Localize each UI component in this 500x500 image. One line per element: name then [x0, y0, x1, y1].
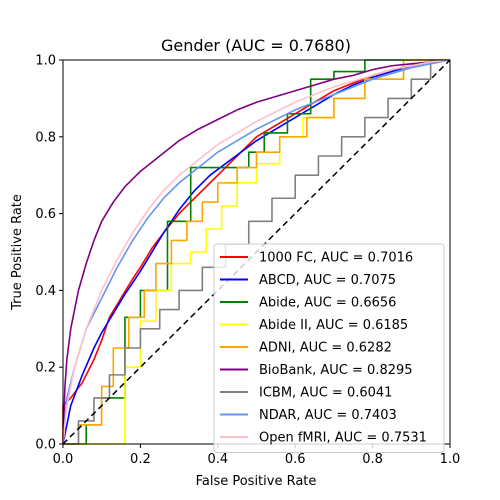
legend-box: [213, 243, 445, 453]
y-tick-label: 0.4: [35, 284, 56, 299]
x-tick-label: 0.8: [362, 452, 383, 467]
legend-entry-label: Abide II, AUC = 0.6185: [259, 318, 408, 333]
legend-entry-label: BioBank, AUC = 0.8295: [259, 363, 413, 378]
legend: 1000 FC, AUC = 0.7016 ABCD, AUC = 0.7075 A…: [213, 243, 445, 453]
y-tick-label: 0.2: [35, 361, 56, 376]
y-axis-ticks: 0.0 0.2 0.4 0.6 0.8 1.0: [35, 54, 63, 453]
chart-title: Gender (AUC = 0.7680): [161, 36, 351, 55]
legend-entry-label: ADNI, AUC = 0.6282: [259, 341, 392, 356]
series-line-8: [62, 59, 451, 445]
series-line-4: [63, 59, 450, 445]
legend-entry-label: ICBM, AUC = 0.6041: [259, 386, 392, 401]
series-line-7: [62, 59, 451, 445]
series-line-5: [62, 59, 451, 445]
x-tick-label: 0.4: [207, 452, 228, 467]
y-tick-label: 0.6: [35, 207, 56, 222]
x-tick-label: 0.6: [285, 452, 306, 467]
y-tick-label: 0.8: [35, 130, 56, 145]
legend-entry-label: Open fMRI, AUC = 0.7531: [259, 431, 427, 446]
series-line-0: [62, 59, 451, 444]
y-tick-label: 1.0: [35, 54, 56, 69]
legend-entry-label: ABCD, AUC = 0.7075: [259, 273, 396, 288]
y-axis-label: True Positive Rate: [10, 194, 25, 311]
legend-entry-label: 1000 FC, AUC = 0.7016: [259, 251, 413, 266]
x-tick-label: 0.0: [53, 452, 74, 467]
plot-area: [62, 59, 451, 445]
y-tick-label: 0.0: [35, 438, 56, 453]
legend-entry-label: NDAR, AUC = 0.7403: [259, 408, 397, 423]
legend-entry-label: Abide, AUC = 0.6656: [259, 296, 396, 311]
x-tick-label: 0.2: [130, 452, 151, 467]
x-axis-label: False Positive Rate: [196, 474, 317, 489]
x-tick-label: 1.0: [440, 452, 461, 467]
